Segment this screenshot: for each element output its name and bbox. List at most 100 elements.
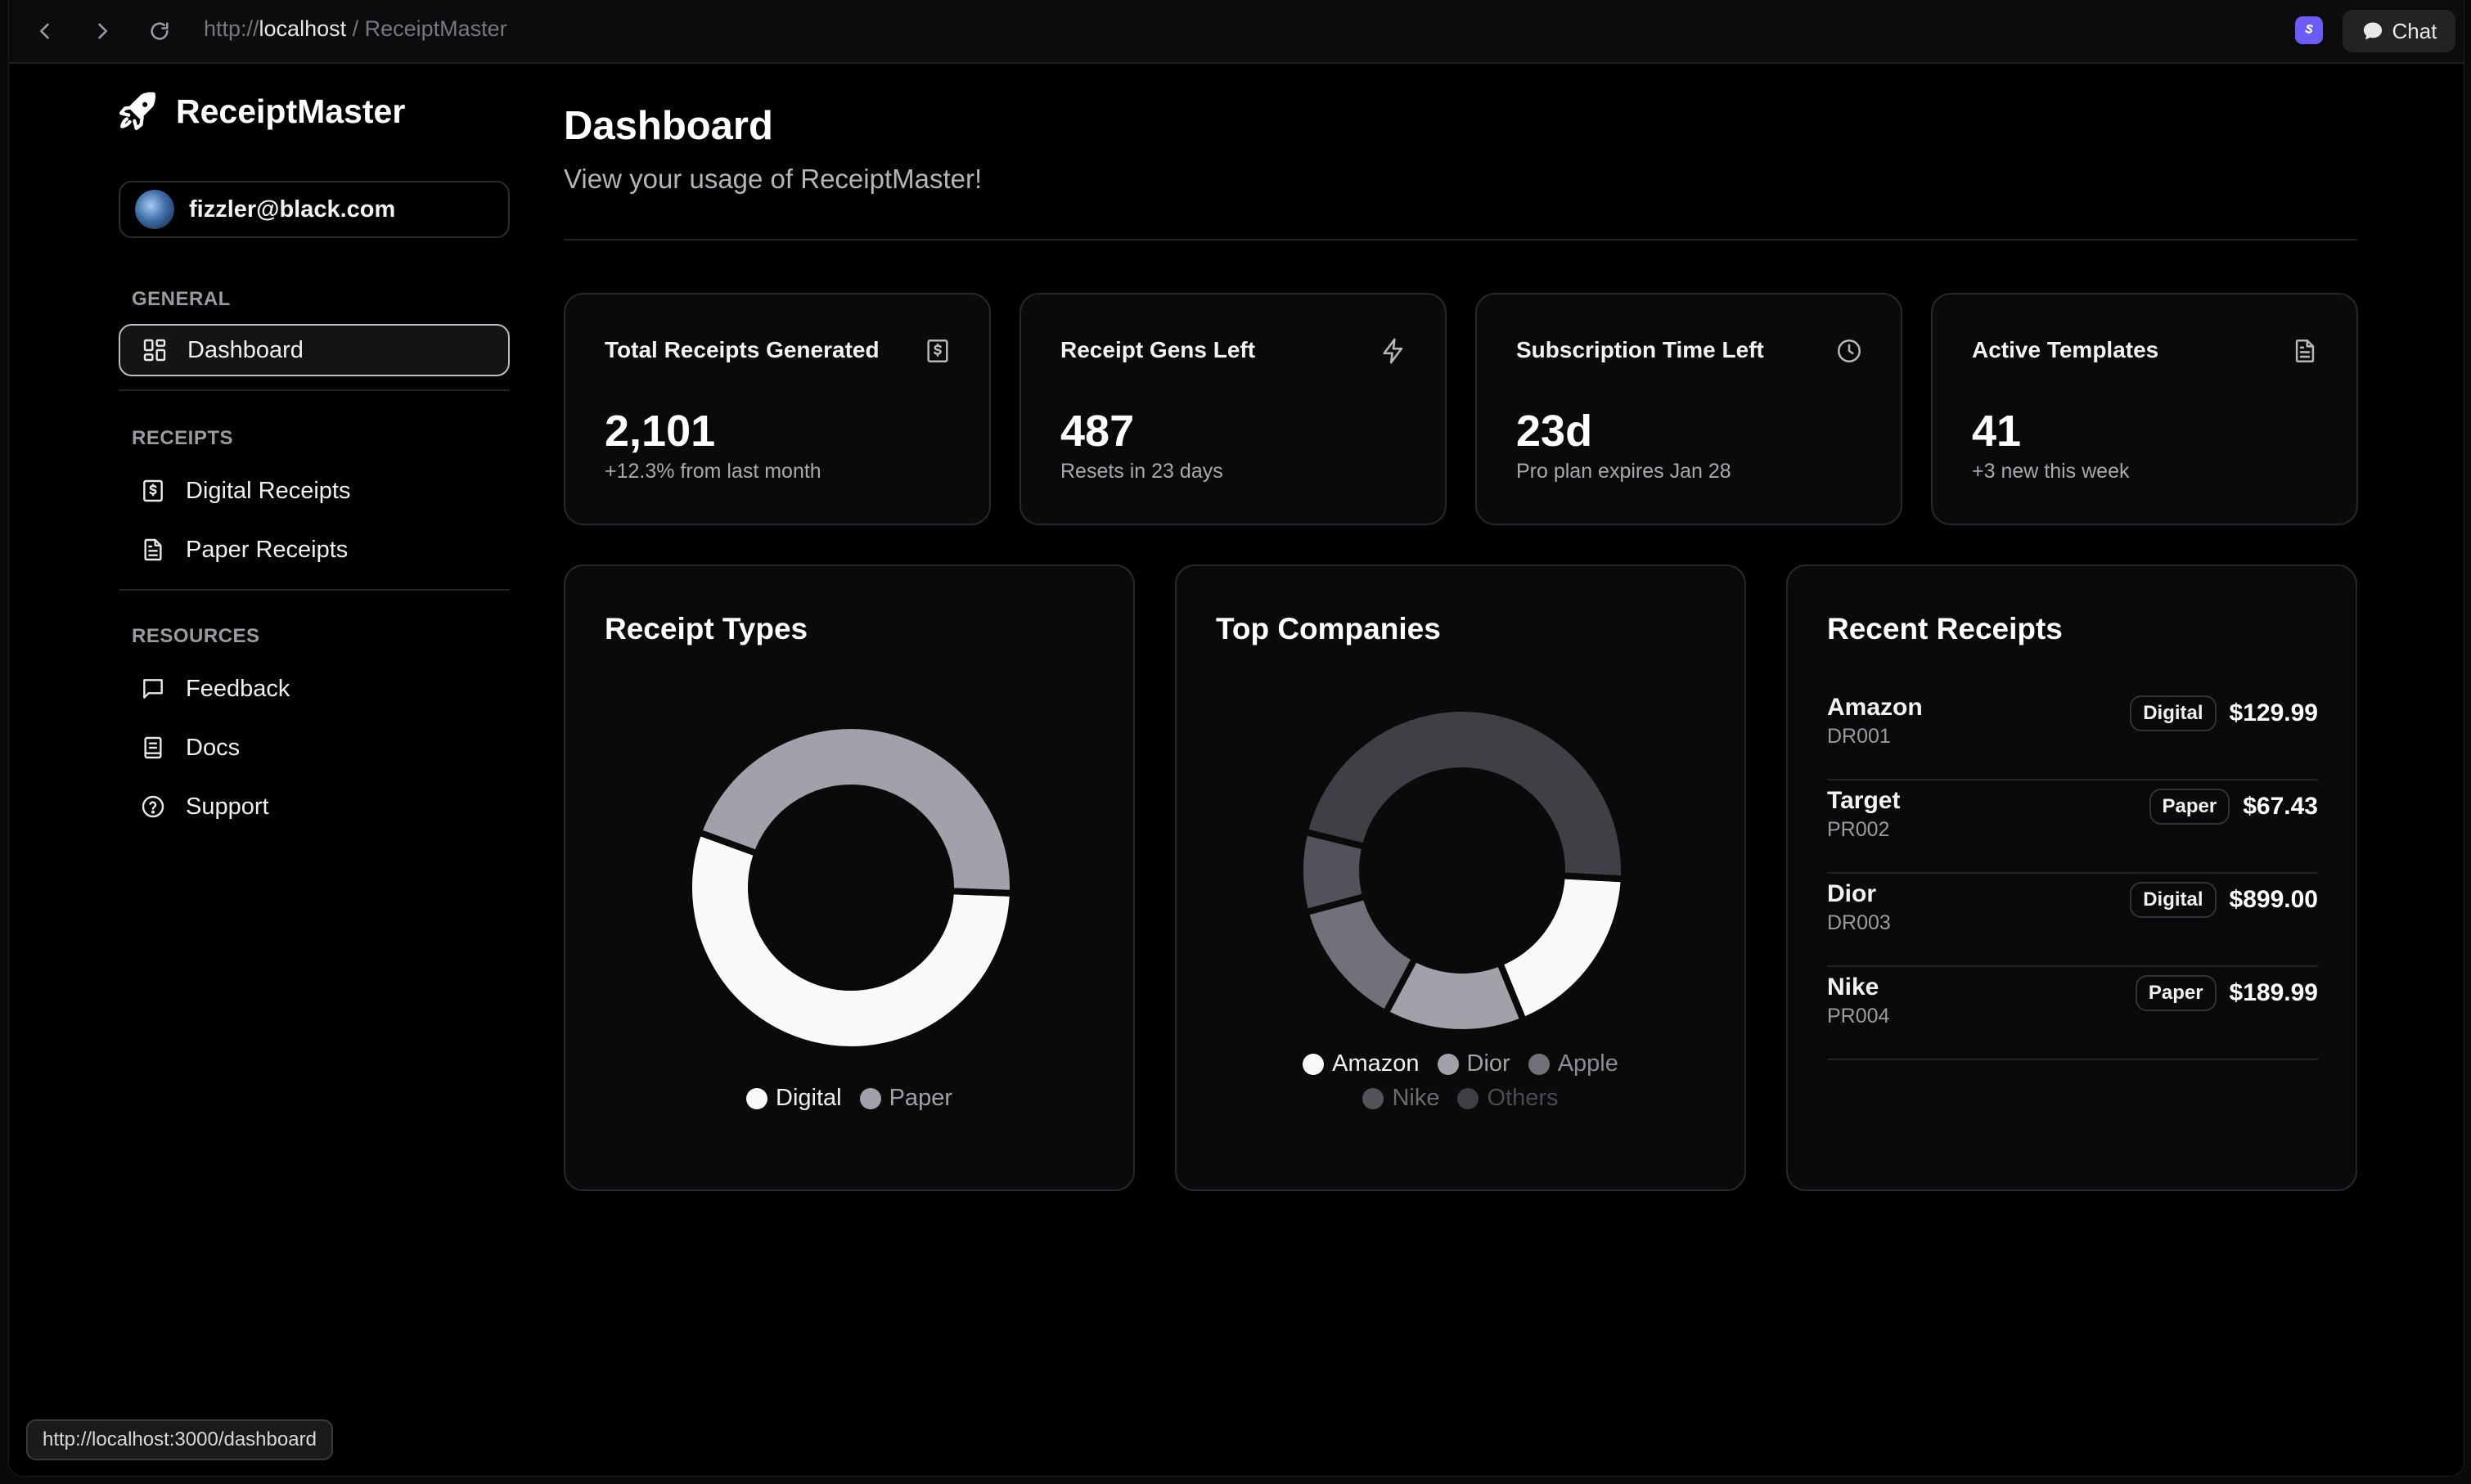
clock-icon bbox=[1837, 339, 1861, 363]
sidebar-item-label: Digital Receipts bbox=[186, 477, 351, 504]
header-divider bbox=[564, 239, 2357, 241]
stat-value: 2,101 bbox=[605, 407, 716, 456]
sidebar-item-label: Docs bbox=[186, 734, 241, 761]
sidebar-item-feedback[interactable]: Feedback bbox=[119, 663, 510, 715]
brand-logo[interactable]: ReceiptMaster bbox=[115, 88, 405, 134]
stat-title: Total Receipts Generated bbox=[605, 337, 880, 362]
legend-dot bbox=[1528, 1053, 1550, 1075]
chart-legend: Nike Others bbox=[1177, 1085, 1744, 1112]
receipt-company: Nike bbox=[1827, 974, 1879, 1001]
legend-label: Nike bbox=[1392, 1085, 1440, 1111]
receipt-icon bbox=[927, 339, 948, 363]
lightning-icon bbox=[1383, 338, 1403, 364]
receipt-company: Target bbox=[1827, 787, 1901, 814]
legend-label: Apple bbox=[1557, 1050, 1618, 1077]
help-circle-icon bbox=[142, 795, 164, 818]
legend-label: Others bbox=[1487, 1085, 1559, 1111]
section-resources: RESOURCES bbox=[132, 625, 260, 647]
stat-card-gens-left: Receipt Gens Left 487 Resets in 23 days bbox=[1019, 293, 1447, 525]
receipt-amount: $129.99 bbox=[2229, 699, 2318, 726]
receipt-amount: $67.43 bbox=[2243, 793, 2318, 820]
rocket-icon bbox=[119, 92, 155, 131]
receipt-row[interactable]: Amazon DR001 Digital $129.99 bbox=[1827, 687, 2318, 780]
recent-receipts-panel: Recent Receipts Amazon DR001 Digital $129… bbox=[1786, 564, 2357, 1191]
legend-label: Paper bbox=[889, 1085, 952, 1111]
stat-value: 41 bbox=[1972, 407, 2022, 456]
donut-slice-apple[interactable] bbox=[1302, 893, 1419, 1017]
sidebar-item-dashboard[interactable]: Dashboard bbox=[119, 324, 510, 376]
stat-title: Receipt Gens Left bbox=[1060, 337, 1256, 362]
legend-item[interactable]: Nike bbox=[1362, 1085, 1439, 1112]
grid-icon bbox=[143, 339, 166, 362]
stat-card-subscription: Subscription Time Left 23d Pro plan expi… bbox=[1475, 293, 1902, 525]
donut-slice-paper[interactable] bbox=[695, 722, 1016, 897]
document-icon bbox=[2295, 339, 2315, 363]
stat-value: 487 bbox=[1060, 407, 1135, 456]
reload-icon bbox=[151, 22, 169, 40]
top-companies-panel: Top Companies Amazon Dior Apple Nike Oth… bbox=[1175, 564, 1746, 1191]
stat-value: 23d bbox=[1516, 407, 1593, 456]
receipt-type-badge: Digital bbox=[2130, 695, 2217, 731]
receipt-id: DR001 bbox=[1827, 725, 1891, 748]
receipt-id: PR002 bbox=[1827, 818, 1890, 841]
receipt-amount: $189.99 bbox=[2229, 979, 2318, 1006]
status-bar-link: http://localhost:3000/dashboard bbox=[26, 1419, 333, 1460]
extension-icon[interactable] bbox=[2295, 16, 2323, 44]
legend-dot bbox=[1457, 1087, 1479, 1109]
user-switcher[interactable]: fizzler@black.com bbox=[119, 181, 510, 238]
user-email: fizzler@black.com bbox=[189, 196, 396, 223]
receipt-id: PR004 bbox=[1827, 1005, 1890, 1028]
legend-item[interactable]: Paper bbox=[859, 1085, 952, 1112]
donut-slice-others[interactable] bbox=[1301, 705, 1627, 883]
legend-dot bbox=[1437, 1053, 1459, 1075]
receipt-row[interactable]: Nike PR004 Paper $189.99 bbox=[1827, 967, 2318, 1060]
sidebar-item-docs[interactable]: Docs bbox=[119, 722, 510, 774]
receipt-types-chart bbox=[686, 722, 1016, 1053]
legend-dot bbox=[1362, 1087, 1384, 1109]
sidebar-item-support[interactable]: Support bbox=[119, 780, 510, 833]
stat-card-total-receipts: Total Receipts Generated 2,101 +12.3% fr… bbox=[564, 293, 991, 525]
back-button[interactable] bbox=[29, 15, 61, 47]
sidebar-divider bbox=[119, 589, 510, 591]
address-bar[interactable]: http://localhost / ReceiptMaster bbox=[204, 16, 507, 42]
sidebar-item-label: Support bbox=[186, 793, 269, 820]
chat-button[interactable]: Chat bbox=[2343, 10, 2455, 52]
legend-item[interactable]: Others bbox=[1457, 1085, 1559, 1112]
donut-slice-digital[interactable] bbox=[686, 829, 1016, 1053]
legend-item[interactable]: Amazon bbox=[1303, 1050, 1420, 1077]
stat-note: +3 new this week bbox=[1972, 460, 2130, 483]
chart-title: Top Companies bbox=[1216, 612, 1441, 645]
sidebar-item-digital-receipts[interactable]: Digital Receipts bbox=[119, 465, 510, 517]
forward-button[interactable] bbox=[86, 15, 119, 47]
legend-dot bbox=[1303, 1053, 1325, 1075]
receipt-type-badge: Paper bbox=[2135, 975, 2217, 1011]
sidebar-item-label: Dashboard bbox=[187, 336, 304, 363]
brand-name: ReceiptMaster bbox=[176, 92, 406, 130]
stat-title: Subscription Time Left bbox=[1516, 337, 1764, 362]
legend-item[interactable]: Digital bbox=[746, 1085, 842, 1112]
receipt-id: DR003 bbox=[1827, 911, 1891, 934]
receipt-company: Amazon bbox=[1827, 694, 1923, 721]
legend-label: Dior bbox=[1466, 1050, 1510, 1077]
reload-button[interactable] bbox=[143, 15, 176, 47]
top-companies-chart bbox=[1297, 705, 1627, 1036]
stat-note: Resets in 23 days bbox=[1060, 460, 1223, 483]
page-title: Dashboard bbox=[564, 104, 773, 148]
donut-slice-amazon[interactable] bbox=[1497, 872, 1627, 1024]
sidebar-item-paper-receipts[interactable]: Paper Receipts bbox=[119, 524, 510, 576]
section-general: GENERAL bbox=[132, 288, 231, 310]
book-icon bbox=[144, 736, 162, 759]
url-host: localhost bbox=[259, 16, 347, 41]
chevron-right-icon bbox=[98, 23, 107, 39]
legend-item[interactable]: Apple bbox=[1528, 1050, 1618, 1077]
receipt-types-panel: Receipt Types Digital Paper bbox=[564, 564, 1135, 1191]
sidebar-divider bbox=[119, 389, 510, 391]
legend-item[interactable]: Dior bbox=[1437, 1050, 1510, 1077]
sidebar-item-label: Paper Receipts bbox=[186, 536, 349, 563]
receipt-icon bbox=[143, 479, 163, 502]
receipt-amount: $899.00 bbox=[2229, 886, 2318, 913]
receipt-row[interactable]: Dior DR003 Digital $899.00 bbox=[1827, 874, 2318, 967]
chat-bubble-icon bbox=[2363, 22, 2382, 40]
browser-window: http://localhost / ReceiptMaster Chat Re… bbox=[8, 0, 2464, 1477]
receipt-row[interactable]: Target PR002 Paper $67.43 bbox=[1827, 780, 2318, 874]
